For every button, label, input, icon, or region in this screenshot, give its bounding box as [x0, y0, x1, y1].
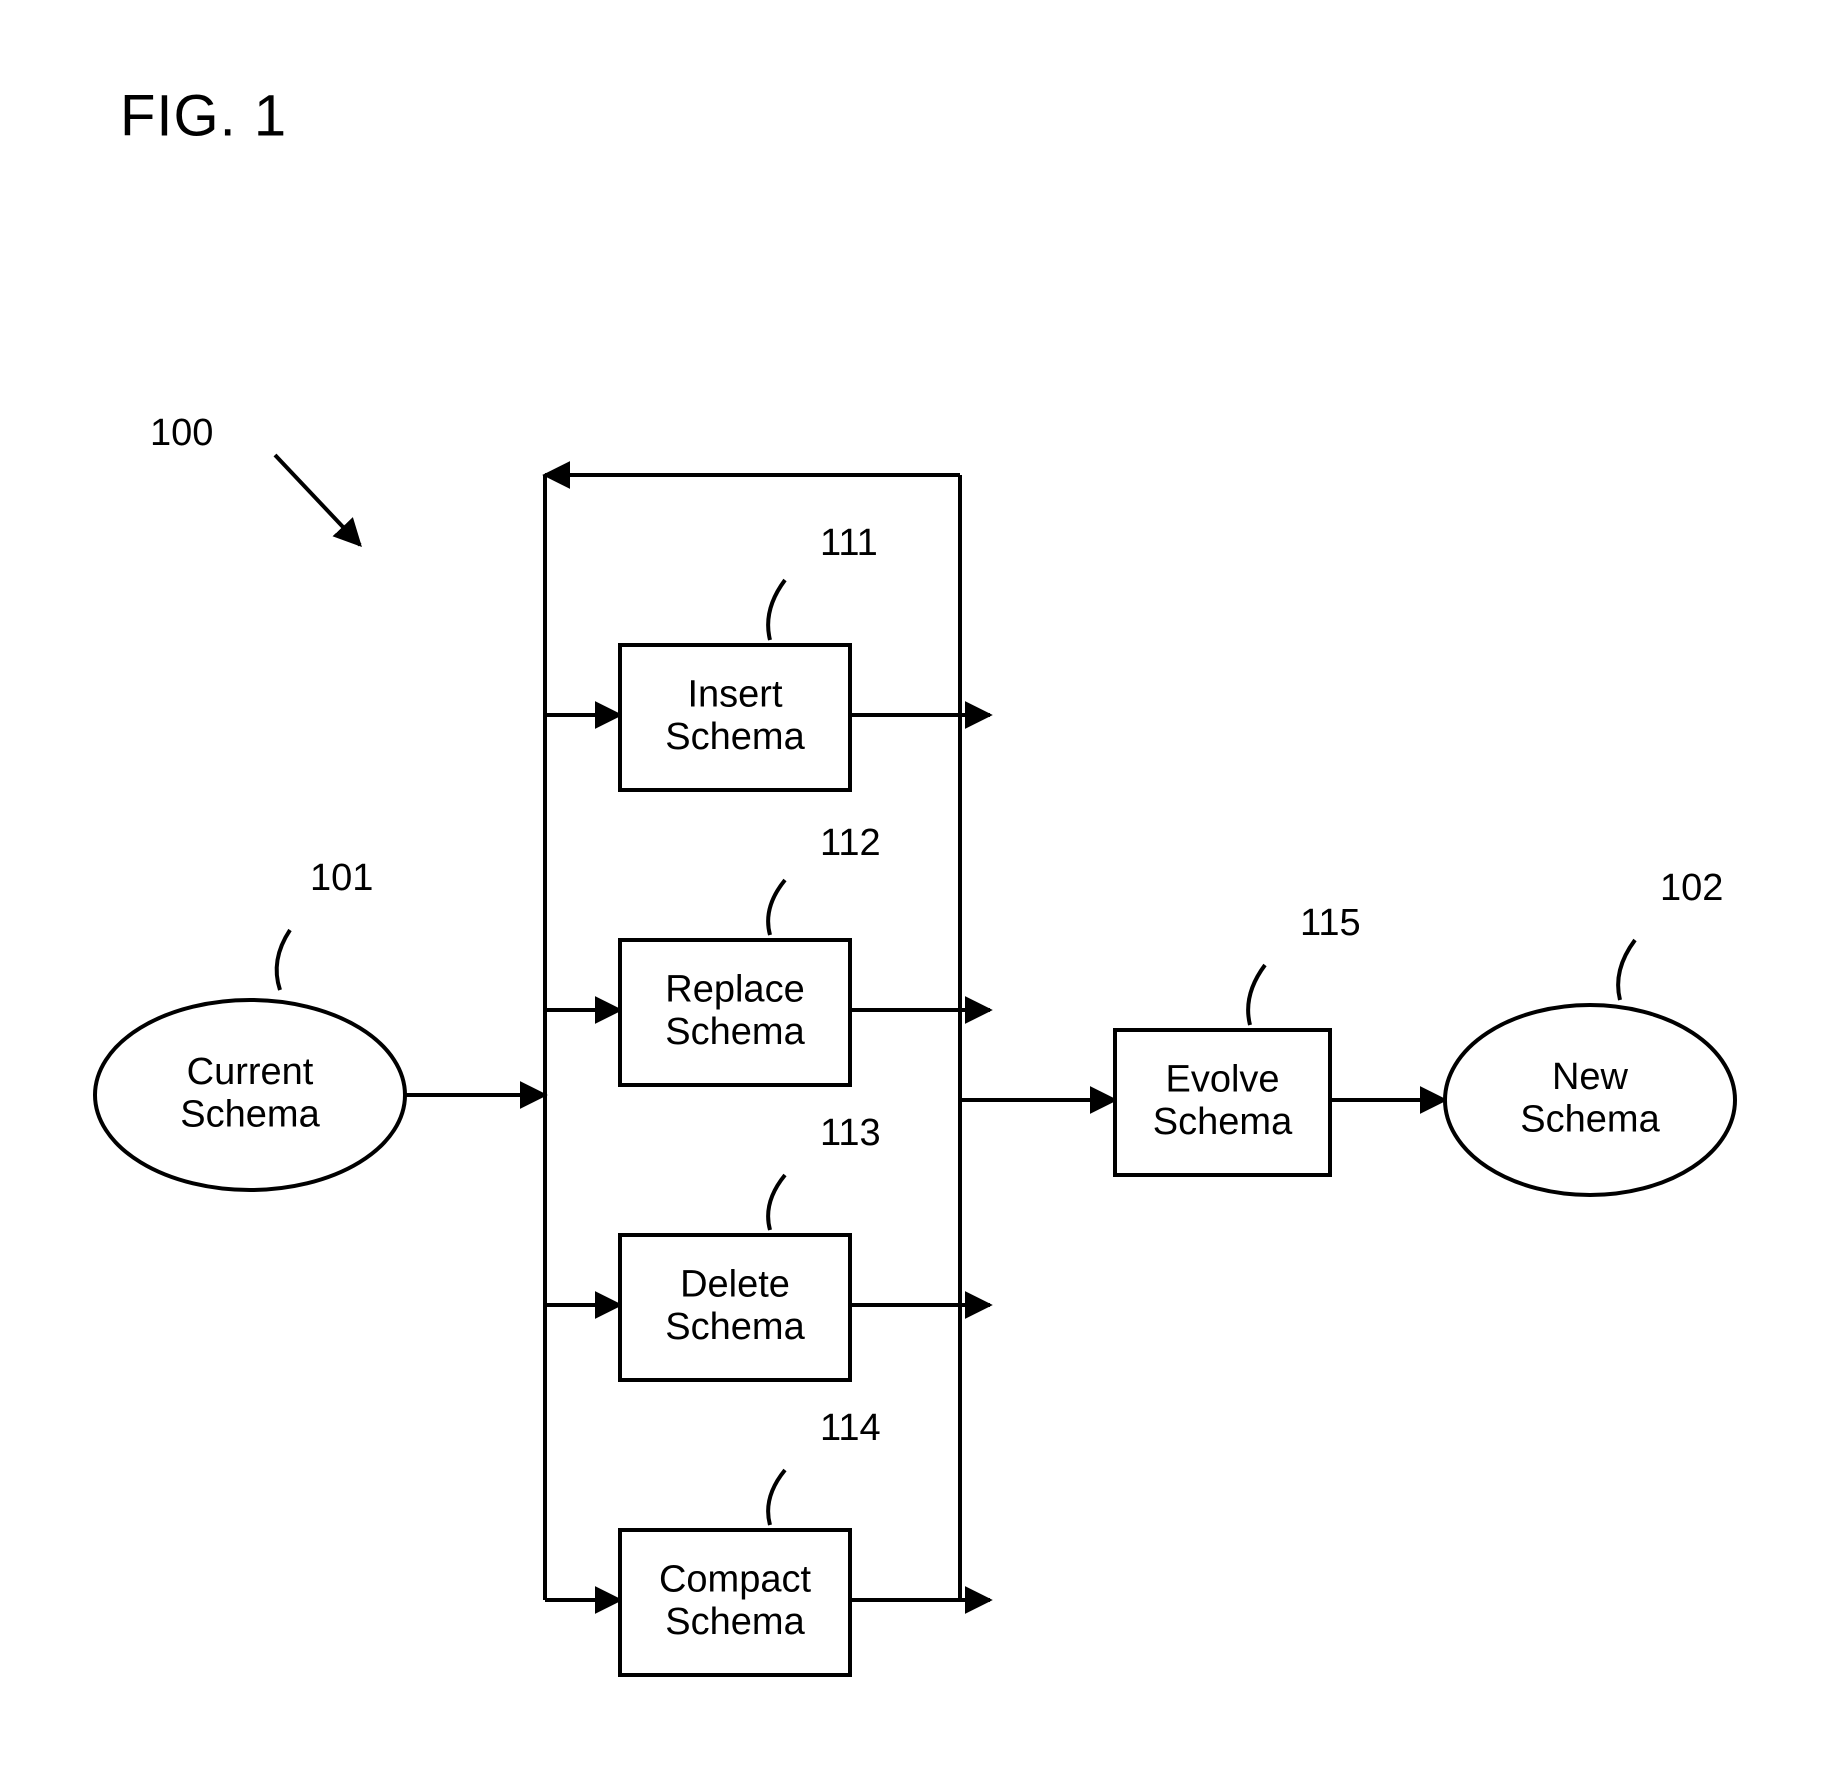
replace-label-1: Schema — [665, 1011, 805, 1053]
ref-102: 102 — [1660, 867, 1723, 909]
svg-text:FIG. 1: FIG. 1 — [120, 83, 287, 148]
compact-label-0: Compact — [659, 1558, 811, 1600]
ref-111: 111 — [820, 522, 878, 564]
new-label-0: New — [1552, 1056, 1629, 1098]
current-label-1: Schema — [180, 1093, 320, 1135]
insert-label-0: Insert — [687, 673, 782, 715]
delete-label-0: Delete — [680, 1263, 790, 1305]
ref-115: 115 — [1300, 902, 1361, 944]
ref-101: 101 — [310, 857, 373, 899]
svg-text:100: 100 — [150, 412, 213, 454]
insert-label-1: Schema — [665, 716, 805, 758]
compact-label-1: Schema — [665, 1601, 805, 1643]
ref-112: 112 — [820, 822, 881, 864]
current-label-0: Current — [187, 1051, 314, 1093]
delete-label-1: Schema — [665, 1306, 805, 1348]
evolve-label-1: Schema — [1153, 1101, 1293, 1143]
replace-label-0: Replace — [665, 968, 804, 1010]
ref-114: 114 — [820, 1407, 881, 1449]
new-label-1: Schema — [1520, 1098, 1660, 1140]
evolve-label-0: Evolve — [1165, 1058, 1279, 1100]
ref-113: 113 — [820, 1112, 881, 1154]
